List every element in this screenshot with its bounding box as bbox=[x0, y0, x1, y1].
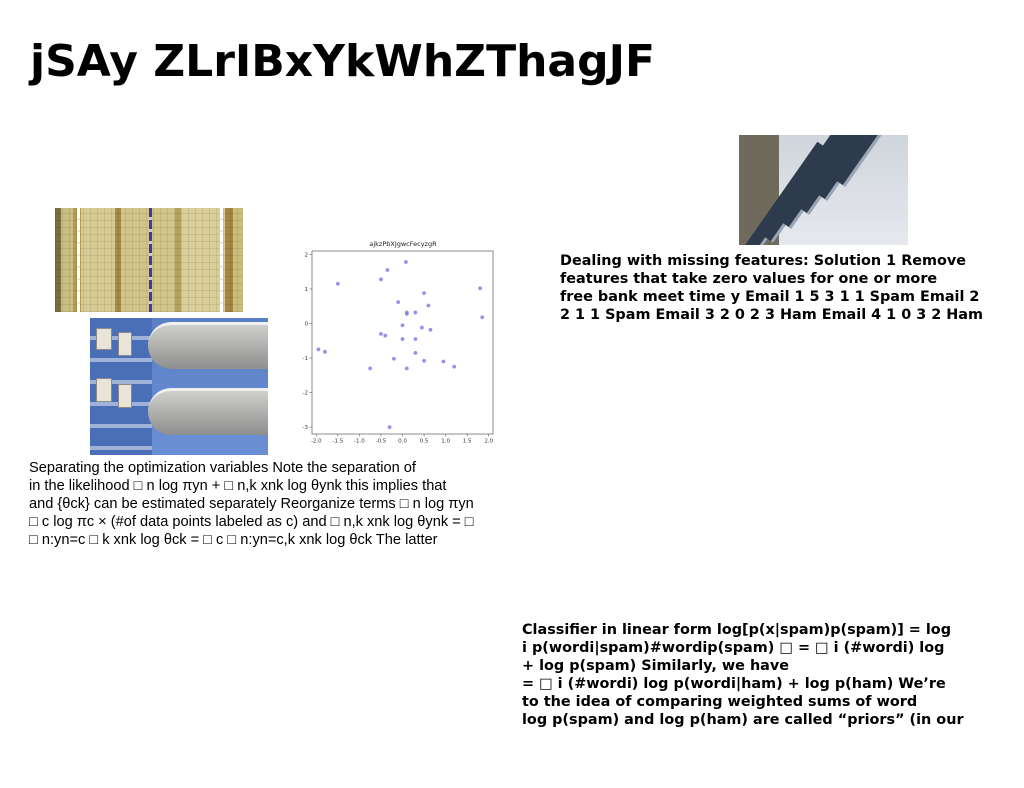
y-tick-label: 0 bbox=[305, 322, 309, 328]
building-balcony-photo bbox=[90, 318, 268, 455]
y-axis: 2 1 0 -1 -2 -3 bbox=[303, 252, 312, 431]
scatter-point bbox=[379, 331, 383, 336]
scatter-point bbox=[480, 315, 485, 320]
scatter-point bbox=[387, 425, 392, 429]
text-line: i p(wordi|spam)#wordip(spam) □ = □ i (#w… bbox=[522, 640, 945, 656]
x-tick-label: 2.0 bbox=[484, 439, 493, 445]
classifier-text: Classifier in linear form log[p(x|spam)p… bbox=[522, 621, 1018, 729]
scatter-point bbox=[404, 366, 409, 371]
textile-photo bbox=[55, 208, 243, 312]
missing-features-text: Dealing with missing features: Solution … bbox=[560, 252, 1024, 324]
scatter-point bbox=[383, 333, 388, 338]
y-tick-label: 2 bbox=[305, 252, 309, 258]
text-line: Dealing with missing features: Solution … bbox=[560, 253, 967, 269]
plot-area bbox=[311, 250, 494, 435]
text-line: in the likelihood □ n log πyn + □ n,k xn… bbox=[29, 478, 447, 494]
scatter-point bbox=[385, 268, 390, 272]
scatter-point bbox=[422, 358, 426, 363]
scatter-point bbox=[323, 349, 327, 354]
scatter-point bbox=[316, 347, 321, 352]
scatter-point bbox=[379, 277, 383, 282]
x-tick-label: 1.5 bbox=[463, 439, 472, 445]
y-tick-label: -2 bbox=[303, 391, 308, 397]
text-line: Classifier in linear form log[p(x|spam)p… bbox=[522, 622, 951, 638]
x-tick-label: -0.5 bbox=[376, 439, 387, 445]
x-tick-label: 1.0 bbox=[441, 439, 450, 445]
scatter-chart: ajkzPbXJgwcFecyzgR -2.0 -1.5 -1.0 -0.5 0.0 0.… bbox=[303, 240, 494, 445]
scatter-point bbox=[404, 311, 409, 316]
scatter-point bbox=[335, 281, 340, 286]
scatter-point bbox=[441, 359, 446, 364]
scatter-point bbox=[413, 337, 418, 341]
scatter-point bbox=[413, 350, 418, 355]
scatter-point bbox=[426, 303, 431, 308]
scatter-point bbox=[413, 310, 418, 315]
chart-title: ajkzPbXJgwcFecyzgR bbox=[369, 240, 437, 248]
text-line: □ n:yn=c □ k xnk log θck = □ c □ n:yn=c,… bbox=[29, 532, 438, 548]
scatter-point bbox=[391, 356, 396, 361]
scatter-point bbox=[396, 300, 401, 305]
text-line: Separating the optimization variables No… bbox=[29, 460, 416, 476]
x-axis: -2.0 -1.5 -1.0 -0.5 0.0 0.5 1.0 1.5 2.0 bbox=[311, 434, 494, 445]
x-tick-label: -1.5 bbox=[332, 439, 343, 445]
y-tick-label: -1 bbox=[303, 356, 308, 362]
text-line: 2 1 1 Spam Email 3 2 0 2 3 Ham Email 4 1… bbox=[560, 307, 984, 323]
text-line: + log p(spam) Similarly, we have bbox=[522, 658, 790, 674]
scatter-point bbox=[400, 323, 405, 328]
text-line: and {θck} can be estimated separately Re… bbox=[29, 496, 474, 512]
x-tick-label: 0.0 bbox=[398, 439, 407, 445]
slide-title: jSAy ZLrIBxYkWhZThagJF bbox=[30, 36, 656, 87]
x-tick-label: -1.0 bbox=[354, 439, 365, 445]
text-line: features that take zero values for one o… bbox=[560, 271, 938, 287]
scatter-point bbox=[428, 327, 433, 332]
text-line: to the idea of comparing weighted sums o… bbox=[522, 694, 918, 710]
y-tick-label: 1 bbox=[305, 287, 309, 293]
scatter-point bbox=[452, 364, 457, 369]
scatter-point bbox=[419, 325, 424, 330]
scatter-point bbox=[478, 286, 482, 291]
data-points bbox=[316, 260, 485, 429]
y-tick-label: -3 bbox=[303, 425, 309, 431]
building-facade-photo bbox=[739, 135, 908, 245]
text-line: free bank meet time y Email 1 5 3 1 1 Sp… bbox=[560, 289, 980, 305]
x-tick-label: 0.5 bbox=[420, 439, 429, 445]
scatter-point bbox=[404, 260, 408, 264]
text-line: = □ i (#wordi) log p(wordi|ham) + log p(… bbox=[522, 676, 946, 692]
scatter-point bbox=[422, 291, 426, 296]
scatter-point bbox=[400, 337, 405, 341]
text-line: log p(spam) and log p(ham) are called “p… bbox=[522, 712, 964, 728]
scatter-point bbox=[368, 366, 373, 371]
separating-variables-text: Separating the optimization variables No… bbox=[29, 459, 519, 549]
text-line: □ c log πc × (#of data points labeled as… bbox=[29, 514, 474, 530]
x-tick-label: -2.0 bbox=[311, 439, 322, 445]
